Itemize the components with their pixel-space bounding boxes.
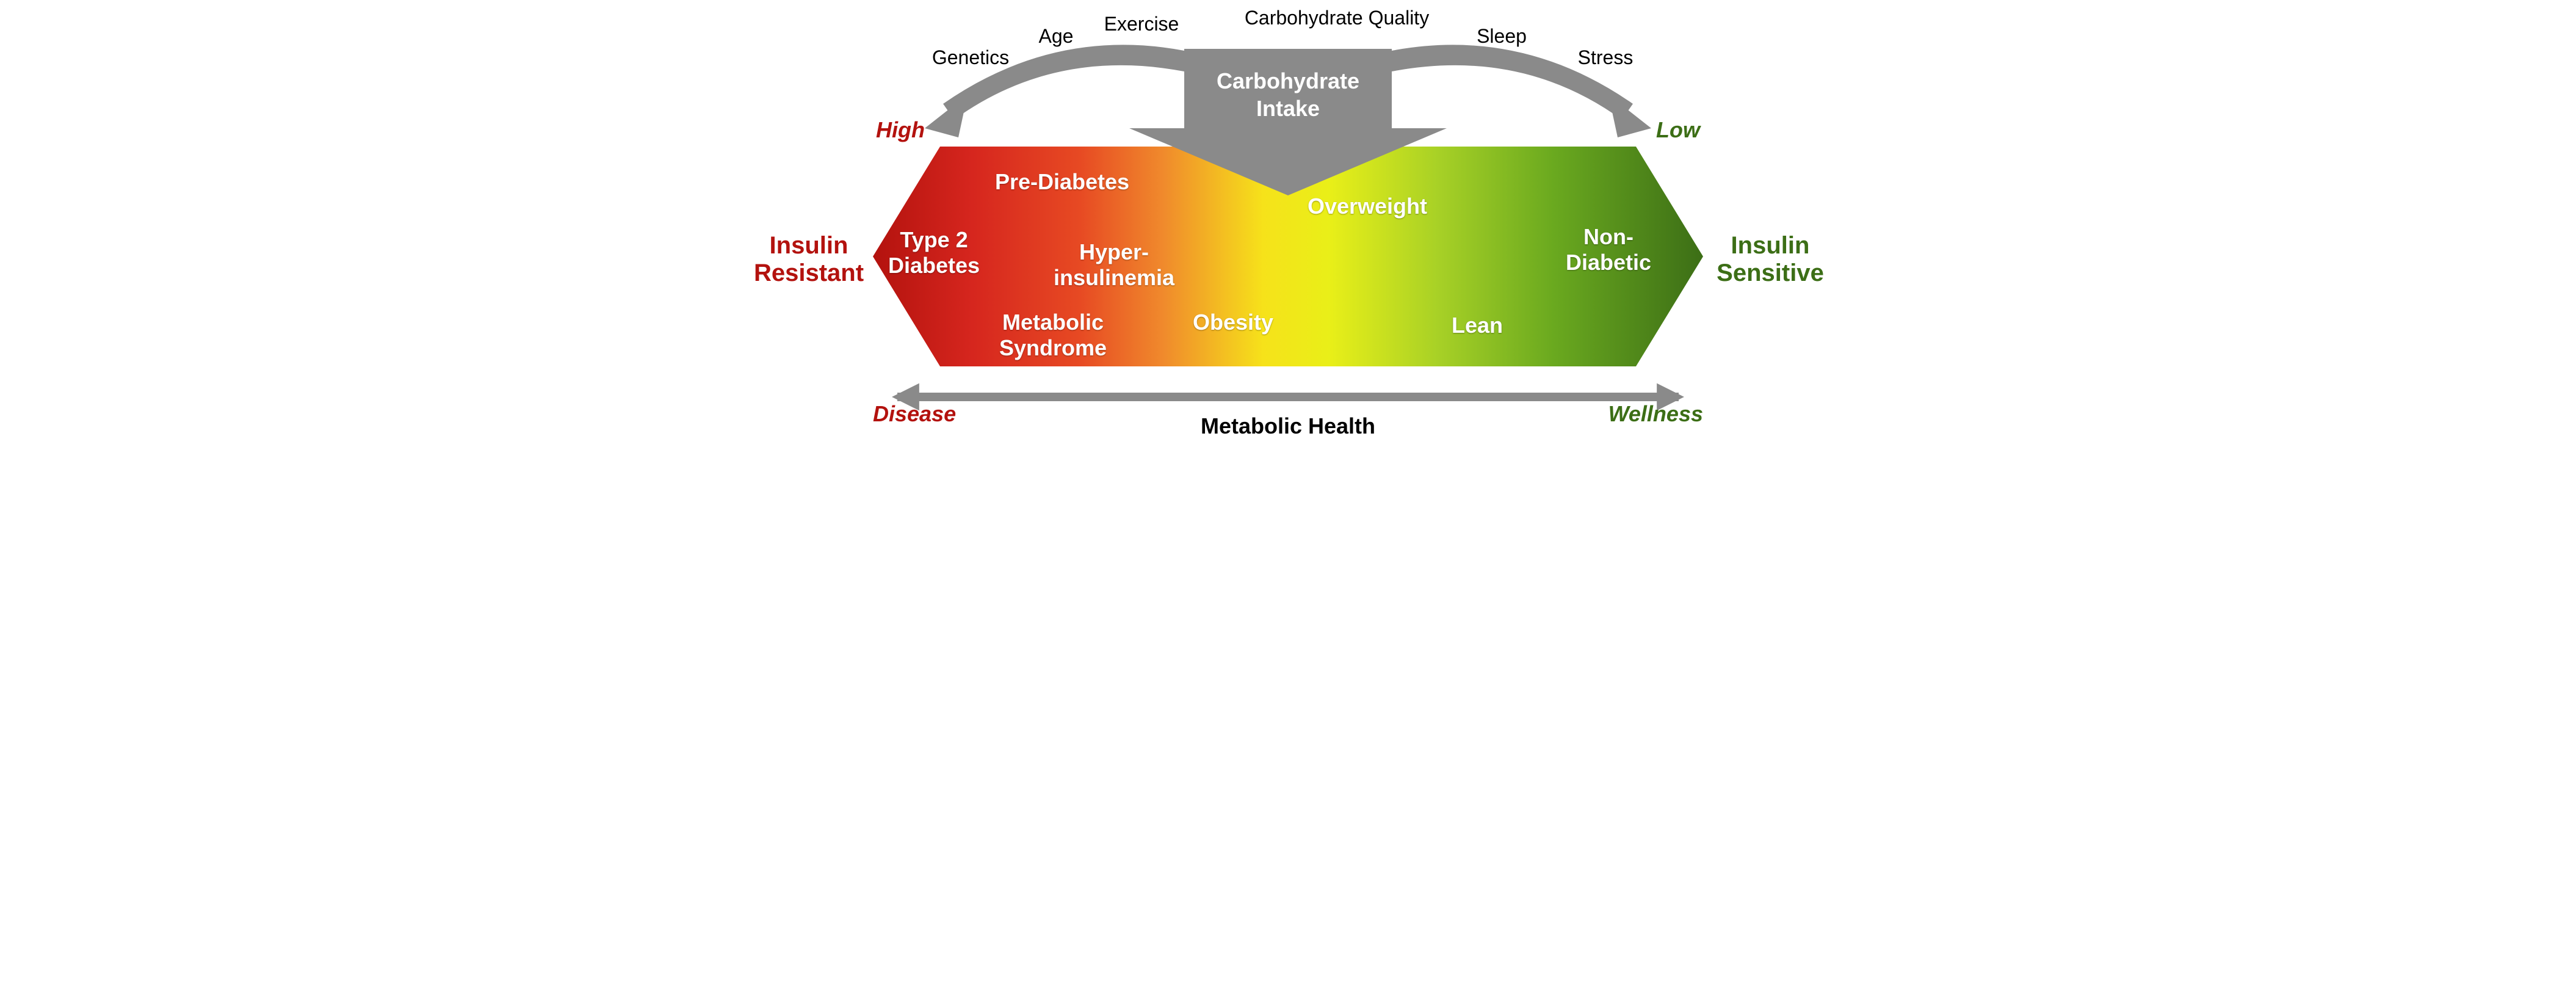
center-arrow-line1: Carbohydrate [1217, 68, 1359, 93]
left-endpoint-line2: Resistant [754, 260, 864, 286]
bottom-disease-label: Disease [873, 401, 956, 426]
condition-label: MetabolicSyndrome [999, 310, 1107, 360]
right-endpoint-line2: Sensitive [1717, 260, 1824, 286]
factor-label: Genetics [932, 46, 1009, 68]
condition-label: Pre-Diabetes [995, 169, 1129, 194]
condition-label: Obesity [1193, 310, 1273, 335]
factor-label: Sleep [1477, 25, 1527, 47]
condition-label-line: Metabolic [1002, 310, 1104, 335]
intake-high-label: High [876, 117, 925, 142]
condition-label-line: Diabetes [888, 253, 980, 278]
condition-label: Type 2Diabetes [888, 227, 980, 278]
factor-label: Carbohydrate Quality [1245, 7, 1429, 29]
condition-label-line: Lean [1452, 313, 1503, 338]
condition-label-line: Non- [1583, 224, 1634, 249]
condition-label-line: Overweight [1308, 194, 1427, 219]
condition-label-line: Obesity [1193, 310, 1273, 335]
condition-label-line: Diabetic [1566, 250, 1651, 275]
center-arrow-line2: Intake [1256, 96, 1320, 121]
axis-title: Metabolic Health [1201, 413, 1375, 438]
factor-label: Age [1039, 25, 1074, 47]
condition-label-line: Pre-Diabetes [995, 169, 1129, 194]
curved-arrow-right-head [1608, 95, 1651, 137]
condition-label: Lean [1452, 313, 1503, 338]
condition-label-line: Hyper- [1079, 239, 1149, 264]
diagram-svg: Carbohydrate Intake Genetics Age Exercise C… [751, 0, 1825, 489]
curved-arrow-left-head [925, 95, 968, 137]
condition-label-line: Type 2 [900, 227, 968, 252]
bottom-wellness-label: Wellness [1608, 401, 1703, 426]
condition-label-line: insulinemia [1054, 265, 1175, 290]
factor-label: Stress [1578, 46, 1634, 68]
condition-label-line: Syndrome [999, 335, 1107, 360]
condition-label: Overweight [1308, 194, 1427, 219]
left-endpoint-line1: Insulin [770, 232, 848, 259]
factor-label: Exercise [1104, 13, 1179, 35]
metabolic-health-diagram: Carbohydrate Intake Genetics Age Exercise C… [751, 0, 1825, 489]
intake-low-label: Low [1656, 117, 1701, 142]
right-endpoint-line1: Insulin [1731, 232, 1810, 259]
